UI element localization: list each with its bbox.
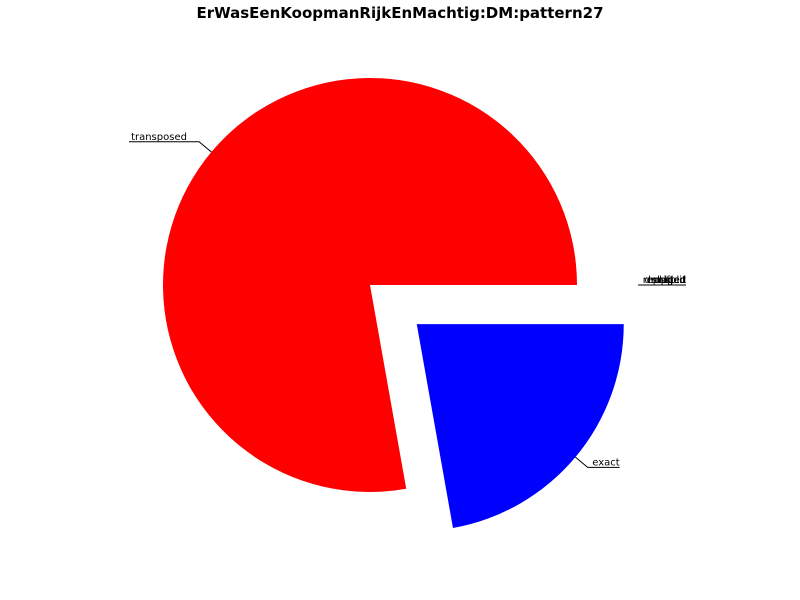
slice-label-transposed: transposed: [131, 132, 187, 143]
pie-slice-exact: [416, 324, 624, 528]
pie-labels: transposed exact replacedshifteddroppedadd…: [129, 132, 686, 468]
slice-label-added: added: [655, 275, 686, 286]
pie-slices: [163, 77, 624, 528]
slice-label-shifted: shifted: [652, 275, 686, 286]
leader-line-transposed: [129, 141, 212, 153]
slice-label-exact: exact: [592, 457, 620, 468]
leader-line-exact: [575, 456, 620, 468]
slice-label-dropped: dropped: [644, 275, 686, 286]
slice-label-split: split: [665, 275, 686, 286]
pie-slice-transposed: [163, 77, 578, 492]
slice-label-replaced: replaced: [643, 275, 686, 286]
slice-label-merged: merged: [647, 275, 686, 286]
chart-title: ErWasEenKoopmanRijkEnMachtig:DM:pattern2…: [196, 4, 603, 22]
